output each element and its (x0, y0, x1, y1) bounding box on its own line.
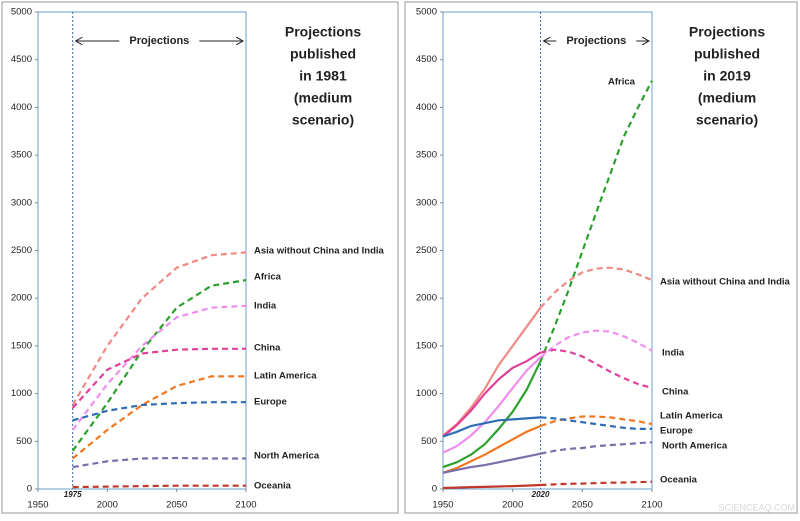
y-tick-label: 3500 (416, 150, 437, 161)
series-label: Europe (254, 397, 287, 408)
projection-label: Projections (129, 35, 189, 47)
series-line (71, 279, 247, 452)
y-tick-label: 2500 (416, 245, 437, 256)
panel-frame (404, 1, 798, 514)
series-line (71, 304, 247, 431)
series-label: North America (254, 451, 320, 462)
series-label: India (662, 348, 685, 359)
series-label: Africa (608, 77, 636, 88)
y-tick-label: 1000 (11, 388, 32, 399)
panel-frame (1, 1, 399, 514)
x-tick-label: 1950 (432, 500, 453, 511)
x-tick-label: 2100 (235, 500, 256, 511)
series-line (442, 416, 541, 438)
series-label: Asia without China and India (254, 246, 385, 257)
y-tick-label: 2000 (11, 293, 32, 304)
projection-label: Projections (566, 35, 626, 47)
projection-start-label: 2020 (531, 490, 550, 499)
y-tick-label: 1500 (11, 340, 32, 351)
x-tick-label: 2000 (97, 500, 118, 511)
series-line (71, 251, 247, 406)
series-label: Latin America (660, 411, 723, 422)
series-line (72, 401, 246, 422)
series-line (540, 480, 653, 487)
series-line (442, 424, 541, 474)
y-tick-label: 3000 (11, 197, 32, 208)
y-tick-label: 5000 (11, 7, 32, 18)
x-tick-label: 2050 (572, 500, 593, 511)
x-tick-label: 2050 (166, 500, 187, 511)
series-line (540, 416, 652, 430)
y-tick-label: 1500 (416, 340, 437, 351)
series-line (442, 356, 542, 454)
series-line (72, 456, 246, 469)
x-tick-label: 2000 (502, 500, 523, 511)
y-tick-label: 3000 (416, 197, 437, 208)
series-line (442, 452, 541, 474)
y-tick-label: 2500 (11, 245, 32, 256)
chart-title: in 2019 (703, 68, 751, 84)
y-tick-label: 0 (432, 484, 437, 495)
series-line (71, 375, 246, 460)
y-tick-label: 1000 (416, 388, 437, 399)
x-tick-label: 2100 (641, 500, 662, 511)
series-label: Latin America (254, 371, 317, 382)
series-line (539, 266, 653, 309)
series-line (72, 484, 246, 489)
series-label: Oceania (660, 475, 698, 486)
chart-title: Projections (285, 24, 361, 40)
series-line (540, 348, 653, 389)
series-line (539, 80, 653, 362)
series-line (540, 441, 653, 455)
series-line (539, 329, 653, 359)
plot-area (37, 11, 247, 490)
series-line (442, 360, 542, 469)
series-label: China (254, 343, 281, 354)
y-tick-label: 0 (27, 484, 32, 495)
y-tick-label: 4500 (416, 54, 437, 65)
series-line (71, 347, 246, 409)
series-label: Africa (254, 272, 282, 283)
series-label: North America (662, 441, 728, 452)
chart-title: in 1981 (299, 68, 347, 84)
chart-title: Projections (689, 24, 765, 40)
y-tick-label: 500 (16, 436, 32, 447)
series-label: Oceania (254, 481, 292, 492)
chart-title: scenario) (696, 112, 758, 128)
y-tick-label: 4500 (11, 54, 32, 65)
chart-title: published (290, 46, 356, 62)
series-label: China (662, 387, 689, 398)
y-tick-label: 3500 (11, 150, 32, 161)
y-tick-label: 5000 (416, 7, 437, 18)
x-tick-label: 1950 (27, 500, 48, 511)
y-tick-label: 4000 (416, 102, 437, 113)
series-line (540, 415, 653, 428)
chart-title: scenario) (292, 112, 354, 128)
series-line (442, 351, 542, 438)
chart-title: (medium (698, 90, 756, 106)
chart-title: published (694, 46, 760, 62)
y-tick-label: 2000 (416, 293, 437, 304)
watermark: SCIENCEAQ.COM (718, 502, 795, 512)
series-line (442, 483, 541, 490)
y-tick-label: 4000 (11, 102, 32, 113)
series-label: India (254, 301, 277, 312)
y-tick-label: 500 (421, 436, 437, 447)
series-label: Europe (660, 426, 693, 437)
series-label: Asia without China and India (660, 277, 791, 288)
projection-start-label: 1975 (64, 490, 82, 499)
chart-title: (medium (294, 90, 352, 106)
